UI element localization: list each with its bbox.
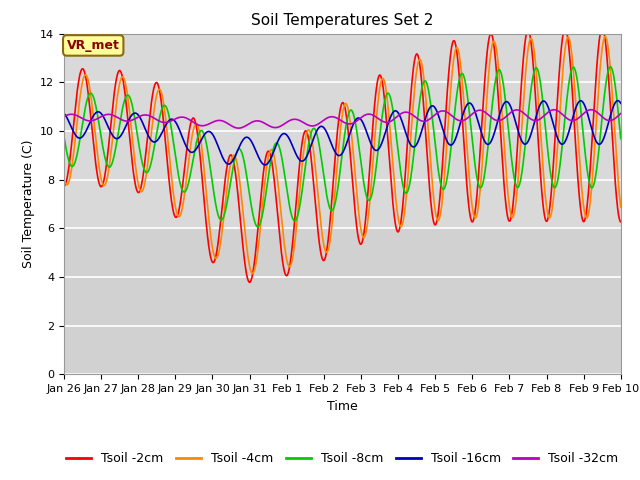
Tsoil -32cm xyxy=(184,116,191,121)
Tsoil -2cm xyxy=(429,217,437,223)
Tsoil -2cm xyxy=(246,279,253,285)
Tsoil -16cm xyxy=(617,100,625,106)
Tsoil -8cm xyxy=(246,195,254,201)
Tsoil -4cm xyxy=(429,190,437,195)
Tsoil -4cm xyxy=(184,165,191,171)
Tsoil -32cm xyxy=(551,107,559,113)
Line: Tsoil -16cm: Tsoil -16cm xyxy=(64,101,621,165)
Tsoil -16cm xyxy=(246,137,254,143)
Y-axis label: Soil Temperature (C): Soil Temperature (C) xyxy=(22,140,35,268)
Line: Tsoil -32cm: Tsoil -32cm xyxy=(64,110,621,128)
Tsoil -32cm xyxy=(429,113,437,119)
Tsoil -32cm xyxy=(502,114,509,120)
Tsoil -16cm xyxy=(261,162,269,168)
Tsoil -32cm xyxy=(617,110,625,116)
Tsoil -16cm xyxy=(60,110,68,116)
Tsoil -16cm xyxy=(614,98,621,104)
Tsoil -32cm xyxy=(235,125,243,131)
Tsoil -8cm xyxy=(184,182,191,188)
Tsoil -16cm xyxy=(184,146,191,152)
Tsoil -32cm xyxy=(587,107,595,113)
Tsoil -4cm xyxy=(551,179,559,184)
Line: Tsoil -8cm: Tsoil -8cm xyxy=(64,67,621,227)
Text: VR_met: VR_met xyxy=(67,39,120,52)
Tsoil -32cm xyxy=(60,114,68,120)
Tsoil -2cm xyxy=(170,212,178,218)
Tsoil -8cm xyxy=(429,123,437,129)
Tsoil -16cm xyxy=(502,99,509,105)
Tsoil -4cm xyxy=(170,197,178,203)
Tsoil -4cm xyxy=(246,265,254,271)
Tsoil -2cm xyxy=(60,183,68,189)
Tsoil -8cm xyxy=(617,136,625,142)
Tsoil -4cm xyxy=(60,175,68,181)
Tsoil -16cm xyxy=(551,127,559,133)
Tsoil -16cm xyxy=(170,118,178,123)
Tsoil -4cm xyxy=(248,271,256,276)
Tsoil -8cm xyxy=(254,224,262,230)
Bar xyxy=(64,228,621,374)
Tsoil -2cm xyxy=(246,279,254,285)
Tsoil -2cm xyxy=(502,202,509,207)
Tsoil -32cm xyxy=(246,120,254,126)
Tsoil -8cm xyxy=(170,145,178,151)
X-axis label: Time: Time xyxy=(327,400,358,413)
Tsoil -4cm xyxy=(617,204,625,210)
Tsoil -2cm xyxy=(551,136,559,142)
Tsoil -2cm xyxy=(598,25,606,31)
Tsoil -4cm xyxy=(502,166,509,171)
Tsoil -32cm xyxy=(170,117,178,122)
Tsoil -2cm xyxy=(617,219,625,225)
Tsoil -8cm xyxy=(551,185,559,191)
Line: Tsoil -4cm: Tsoil -4cm xyxy=(64,36,621,274)
Tsoil -8cm xyxy=(60,134,68,140)
Title: Soil Temperatures Set 2: Soil Temperatures Set 2 xyxy=(252,13,433,28)
Legend: Tsoil -2cm, Tsoil -4cm, Tsoil -8cm, Tsoil -16cm, Tsoil -32cm: Tsoil -2cm, Tsoil -4cm, Tsoil -8cm, Tsoi… xyxy=(61,447,623,470)
Tsoil -8cm xyxy=(502,102,509,108)
Tsoil -2cm xyxy=(184,137,191,143)
Tsoil -8cm xyxy=(607,64,614,70)
Tsoil -4cm xyxy=(602,34,609,39)
Line: Tsoil -2cm: Tsoil -2cm xyxy=(64,28,621,282)
Tsoil -16cm xyxy=(429,103,437,109)
